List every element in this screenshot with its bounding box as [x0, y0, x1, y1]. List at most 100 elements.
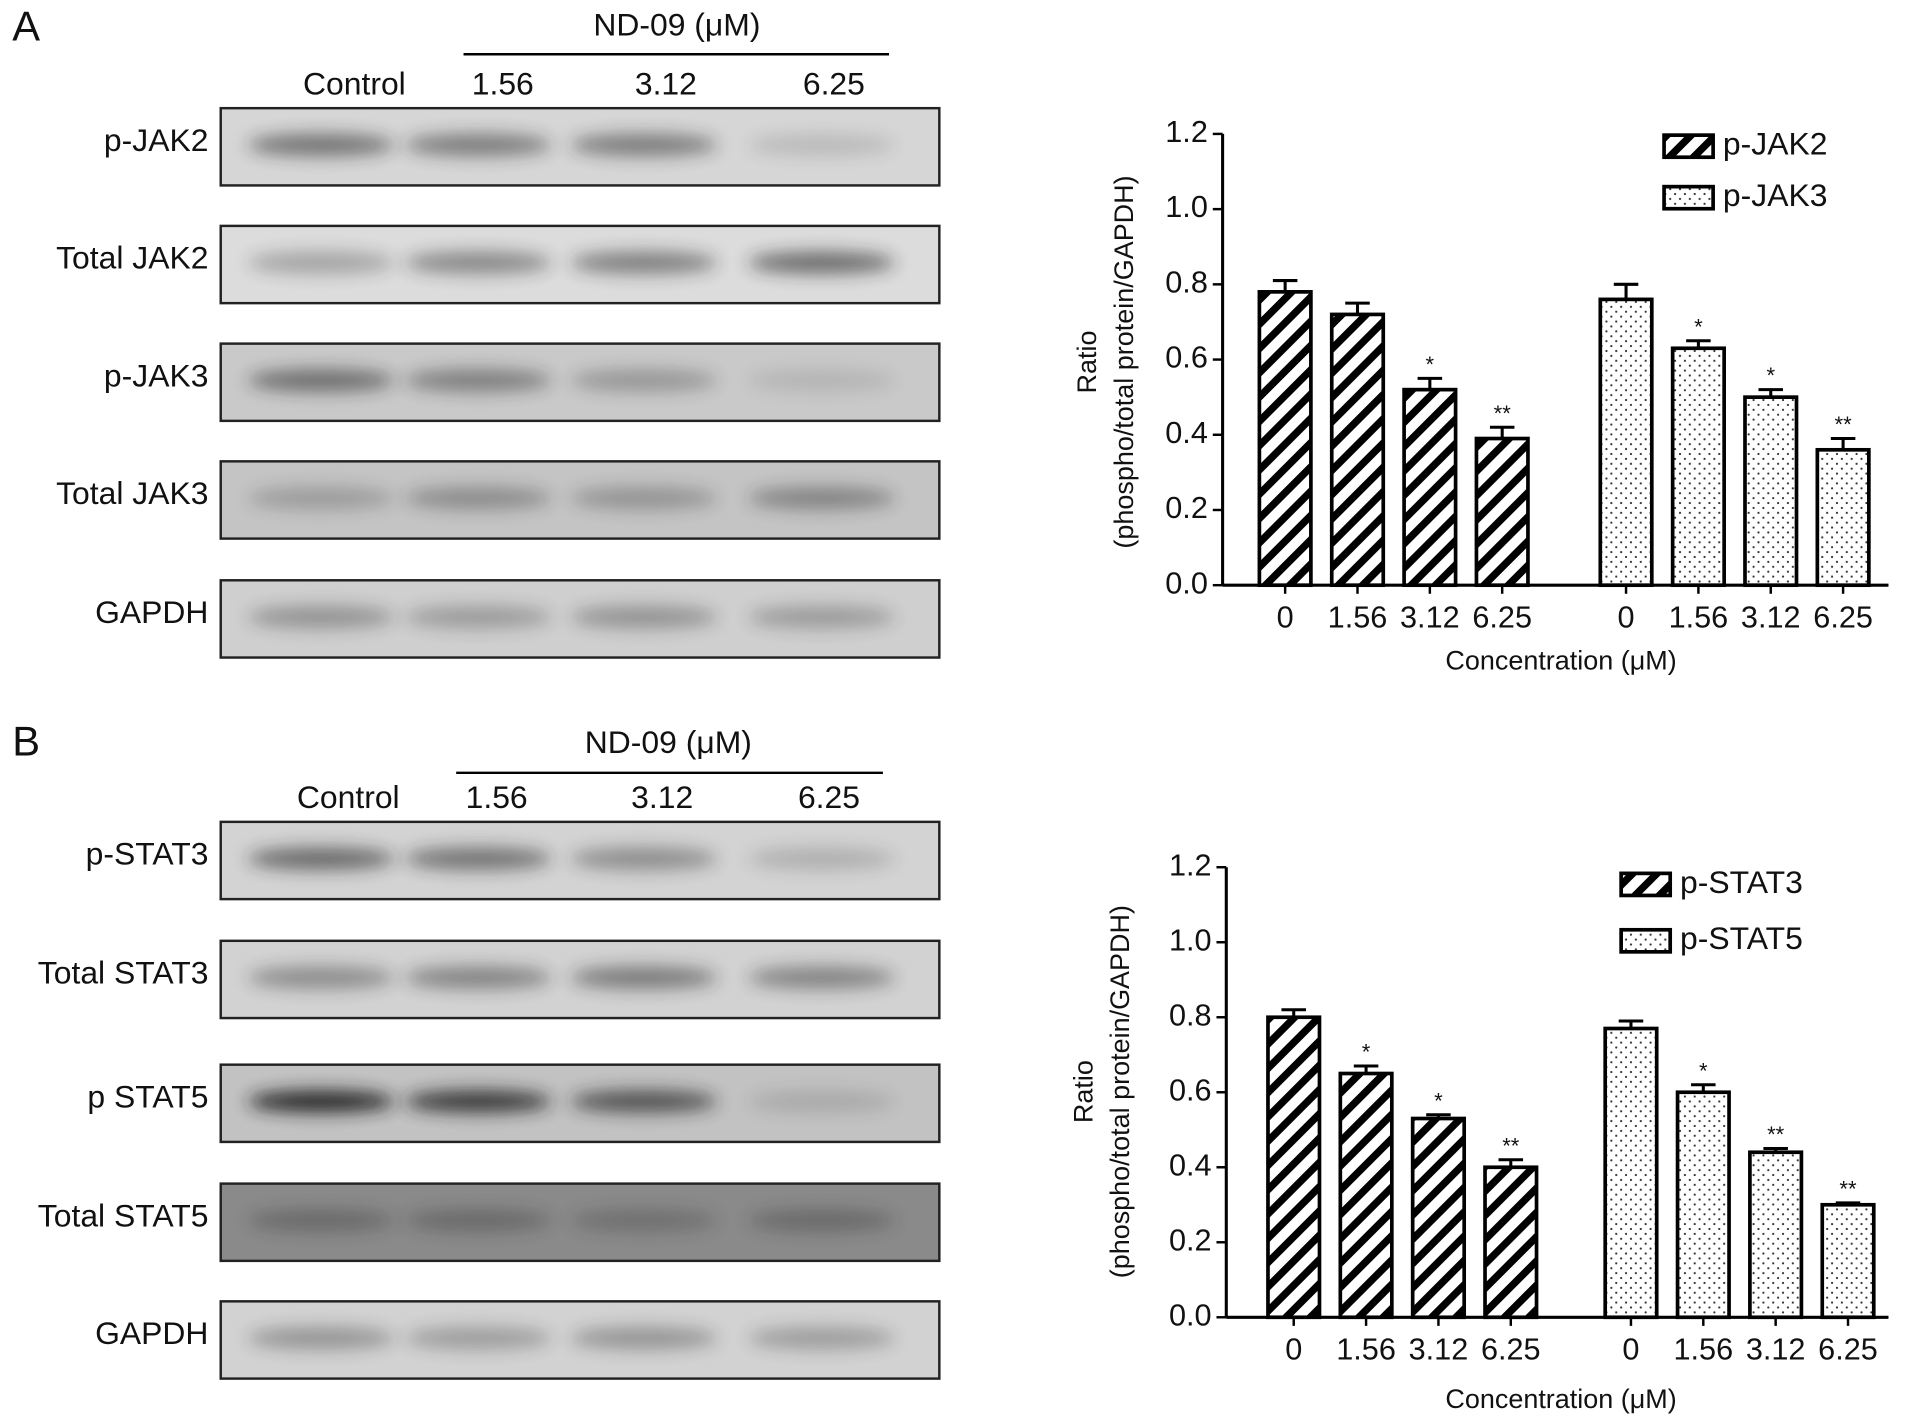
band [247, 847, 395, 870]
band [404, 133, 552, 156]
band [247, 1209, 395, 1232]
x-tick-label: 6.25 [1818, 1333, 1878, 1367]
band [404, 1209, 552, 1232]
band [748, 606, 896, 629]
row-label: p-JAK2 [104, 122, 209, 158]
band [247, 251, 395, 274]
band [247, 487, 395, 510]
legend-label: p-STAT3 [1680, 864, 1803, 900]
y-tick-label: 0.6 [1169, 1073, 1212, 1107]
y-tick-label: 0.4 [1165, 416, 1208, 450]
band [570, 606, 718, 629]
y-tick-label: 0.2 [1165, 491, 1208, 525]
y-tick-label: 0.8 [1169, 998, 1212, 1032]
band [247, 606, 395, 629]
lane-label: 3.12 [635, 66, 697, 102]
significance: * [1694, 314, 1703, 339]
y-tick-label: 0.6 [1165, 341, 1208, 375]
treatment-label: ND-09 (μM) [593, 7, 760, 43]
x-tick-label: 3.12 [1741, 601, 1801, 635]
band [748, 369, 896, 392]
bar [1257, 290, 1313, 588]
band [247, 133, 395, 156]
row-label: p STAT5 [87, 1078, 208, 1114]
y-tick-label: 0.2 [1169, 1223, 1212, 1257]
band [247, 1327, 395, 1350]
bar [1338, 1071, 1394, 1320]
band [570, 369, 718, 392]
band [748, 487, 896, 510]
lane-label: Control [297, 779, 400, 815]
bar [1603, 1026, 1659, 1320]
lane-label: 6.25 [798, 779, 860, 815]
band [404, 1327, 552, 1350]
legend-label: p-JAK2 [1723, 126, 1828, 162]
x-tick-label: 1.56 [1669, 601, 1729, 635]
bar [1598, 297, 1654, 588]
legend-label: p-STAT5 [1680, 920, 1803, 956]
band [404, 606, 552, 629]
x-tick-label: 1.56 [1673, 1333, 1733, 1367]
bar [1329, 312, 1386, 588]
x-tick-label: 0 [1622, 1333, 1639, 1367]
x-axis-label: Concentration (μM) [1445, 1384, 1676, 1414]
band [404, 847, 552, 870]
bar [1820, 1202, 1876, 1320]
band [247, 1090, 395, 1113]
significance: ** [1835, 412, 1853, 437]
y-tick-label: 1.0 [1165, 190, 1208, 224]
significance: ** [1494, 401, 1512, 426]
row-label: GAPDH [95, 594, 208, 630]
band [570, 1327, 718, 1350]
x-tick-label: 0 [1618, 601, 1635, 635]
y-tick-label: 0.0 [1165, 566, 1208, 600]
lane-label: 1.56 [472, 66, 534, 102]
significance: ** [1839, 1176, 1857, 1201]
x-tick-label: 3.12 [1746, 1333, 1806, 1367]
y-axis-label: Ratio [1072, 331, 1102, 394]
band [748, 1209, 896, 1232]
band [570, 966, 718, 989]
bar [1474, 436, 1530, 588]
significance: * [1766, 363, 1775, 388]
band [404, 966, 552, 989]
bar [1675, 1090, 1731, 1320]
bar [1410, 1116, 1467, 1320]
significance: * [1434, 1088, 1443, 1113]
bar [1815, 447, 1871, 588]
row-label: Total JAK3 [56, 475, 208, 511]
band [404, 369, 552, 392]
band [570, 487, 718, 510]
lane-label: 1.56 [466, 779, 528, 815]
x-tick-label: 6.25 [1481, 1333, 1541, 1367]
y-axis-label: (phospho/total protein/GAPDH) [1109, 175, 1139, 548]
row-label: Total STAT3 [38, 955, 209, 991]
band [404, 487, 552, 510]
band [748, 133, 896, 156]
band [748, 251, 896, 274]
row-label: p-STAT3 [86, 836, 209, 872]
band [570, 1090, 718, 1113]
treatment-label: ND-09 (μM) [585, 724, 752, 760]
band [247, 966, 395, 989]
panel-label: A [12, 3, 40, 50]
x-axis-label: Concentration (μM) [1445, 646, 1676, 676]
x-tick-label: 3.12 [1409, 1333, 1469, 1367]
row-label: Total JAK2 [56, 240, 208, 276]
x-tick-label: 0 [1277, 601, 1294, 635]
band [748, 1327, 896, 1350]
significance: * [1699, 1058, 1708, 1083]
bar [1670, 346, 1726, 588]
bar [1748, 1150, 1804, 1320]
significance: ** [1767, 1122, 1785, 1147]
band [570, 847, 718, 870]
y-tick-label: 0.8 [1165, 265, 1208, 299]
legend-swatch [1619, 871, 1673, 898]
band [404, 1090, 552, 1113]
band [404, 251, 552, 274]
lane-label: 6.25 [803, 66, 865, 102]
band [570, 251, 718, 274]
legend-swatch [1662, 133, 1715, 160]
